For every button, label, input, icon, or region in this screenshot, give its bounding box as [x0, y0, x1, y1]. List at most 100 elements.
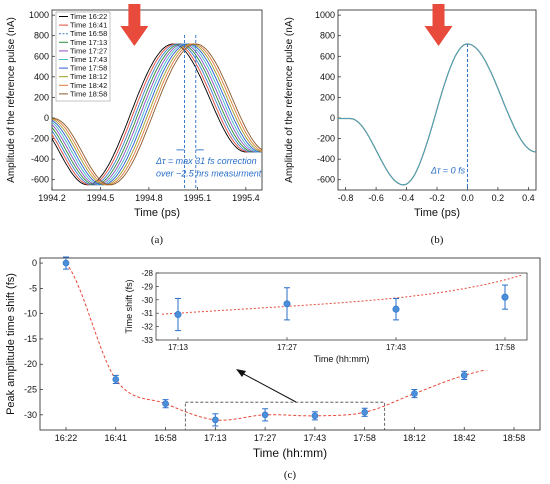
x-tick-label: 17:58 — [495, 343, 516, 352]
x-axis-label: Time (hh:mm) — [253, 446, 327, 460]
series-line — [51, 43, 262, 186]
y-tick-label: -400 — [31, 154, 49, 164]
x-tick-label: 18:42 — [453, 433, 476, 443]
series-line — [51, 43, 262, 186]
y-tick-label: 800 — [34, 31, 49, 41]
legend-label: Time 16:41 — [70, 21, 107, 30]
y-tick-label: 0 — [330, 113, 335, 123]
panel-c-inset: -28 -29 -30 -31 -32 -33 17:13 17:27 17:43 17:58 Ti… — [112, 267, 535, 370]
data-point — [112, 376, 120, 383]
y-tick-label: -400 — [317, 154, 335, 164]
y-tick-label: -28 — [141, 269, 153, 278]
series-line — [51, 43, 262, 186]
y-tick-label: -600 — [317, 175, 335, 185]
y-axis-label: Peak amplitude time shift (fs) — [5, 273, 17, 415]
y-tick-label: -5 — [29, 283, 37, 293]
data-point — [361, 408, 368, 416]
y-tick-label: 200 — [320, 92, 335, 102]
data-point — [174, 311, 182, 319]
series-line — [51, 43, 262, 186]
annotation: Δτ = max 31 fs correction — [155, 156, 257, 166]
fit-line — [161, 274, 522, 315]
data-point — [411, 390, 418, 397]
x-tick-label: -0.4 — [399, 193, 415, 203]
y-tick-label: -10 — [24, 309, 37, 319]
y-axis-label: Time shift (fs) — [124, 279, 134, 333]
y-tick-label: -15 — [24, 334, 37, 344]
y-tick-label: 200 — [34, 92, 49, 102]
y-tick-label: 600 — [34, 51, 49, 61]
legend-label: Time 17:43 — [70, 55, 107, 64]
series-line — [51, 43, 263, 186]
x-tick-label: 1995.4 — [232, 193, 260, 203]
y-tick-label: -32 — [141, 323, 153, 332]
annotations — [236, 369, 297, 403]
series-line — [51, 43, 262, 186]
x-tick-label: 18:12 — [403, 433, 426, 443]
x-tick-label: 17:43 — [386, 343, 407, 352]
series-line — [52, 43, 263, 186]
x-tick-label: 17:58 — [353, 433, 376, 443]
x-tick-label: 0.2 — [492, 193, 505, 203]
annotation: Δτ = 0 fs — [430, 165, 466, 175]
y-tick-label: 0 — [32, 258, 37, 268]
legend-label: Time 18:12 — [70, 72, 107, 81]
x-tick-label: 17:13 — [168, 343, 189, 352]
data-point — [501, 293, 509, 301]
y-tick-label: -20 — [24, 359, 37, 369]
series-line — [338, 43, 537, 186]
x-tick-label: 17:27 — [254, 433, 277, 443]
x-tick-label: 0.0 — [461, 193, 474, 203]
plot-frame — [51, 9, 263, 191]
zoom-region — [184, 401, 386, 431]
y-tick-label: -29 — [141, 282, 153, 291]
legend-box — [55, 11, 111, 102]
x-tick-label: 18:58 — [503, 433, 526, 443]
x-axis-label: Time (ps) — [414, 207, 460, 219]
y-tick-label: 800 — [320, 31, 335, 41]
x-tick-label: 17:43 — [304, 433, 327, 443]
legend-label: Time 18:58 — [70, 89, 107, 98]
annotation: over ~2.5 hrs measurment — [156, 169, 262, 179]
data-point — [392, 305, 400, 313]
y-tick-label: -200 — [317, 134, 335, 144]
x-tick-label: 16:22 — [55, 433, 78, 443]
x-tick-label: 1994.2 — [38, 193, 66, 203]
y-tick-label: -31 — [141, 309, 153, 318]
x-tick-label: 16:41 — [105, 433, 128, 443]
x-tick-label: -0.8 — [338, 193, 354, 203]
y-tick-label: 1000 — [315, 10, 335, 20]
data-point — [62, 259, 70, 267]
y-tick-label: -30 — [24, 410, 37, 420]
x-tick-label: -0.2 — [429, 193, 445, 203]
x-axis-label: Time (hh:mm) — [314, 354, 370, 364]
panel-a: -600 -400 -200 0 200 400 600 800 1000 1994.2 1994.… — [6, 4, 263, 246]
x-tick-label: 1995.1 — [184, 193, 212, 203]
y-tick-label: -25 — [24, 385, 37, 395]
legend-label: Time 16:58 — [70, 29, 107, 38]
legend-label: Time 16:22 — [70, 12, 107, 21]
y-tick-label: -200 — [31, 134, 49, 144]
x-tick-label: -0.6 — [368, 193, 384, 203]
x-tick-label: 17:27 — [277, 343, 298, 352]
legend-label: Time 17:13 — [70, 38, 107, 47]
legend-label: Time 17:27 — [70, 46, 107, 55]
y-tick-label: -600 — [31, 175, 49, 185]
inset-background — [112, 267, 535, 370]
x-tick-label: 0.4 — [522, 193, 535, 203]
legend-label: Time 17:58 — [70, 64, 107, 73]
y-tick-label: 1000 — [29, 10, 49, 20]
y-tick-label: 400 — [34, 72, 49, 82]
data-point — [283, 300, 291, 308]
zoom-arrow-head — [236, 369, 246, 377]
data-point — [212, 416, 219, 424]
y-tick-label: 600 — [320, 51, 335, 61]
inset-frame — [155, 272, 528, 341]
red-arrow — [120, 4, 149, 46]
x-tick-label: 16:58 — [154, 433, 177, 443]
panel-caption: (a) — [151, 234, 164, 246]
data-point — [162, 400, 169, 407]
red-arrow — [424, 4, 453, 46]
zoom-arrow-line — [239, 371, 297, 403]
